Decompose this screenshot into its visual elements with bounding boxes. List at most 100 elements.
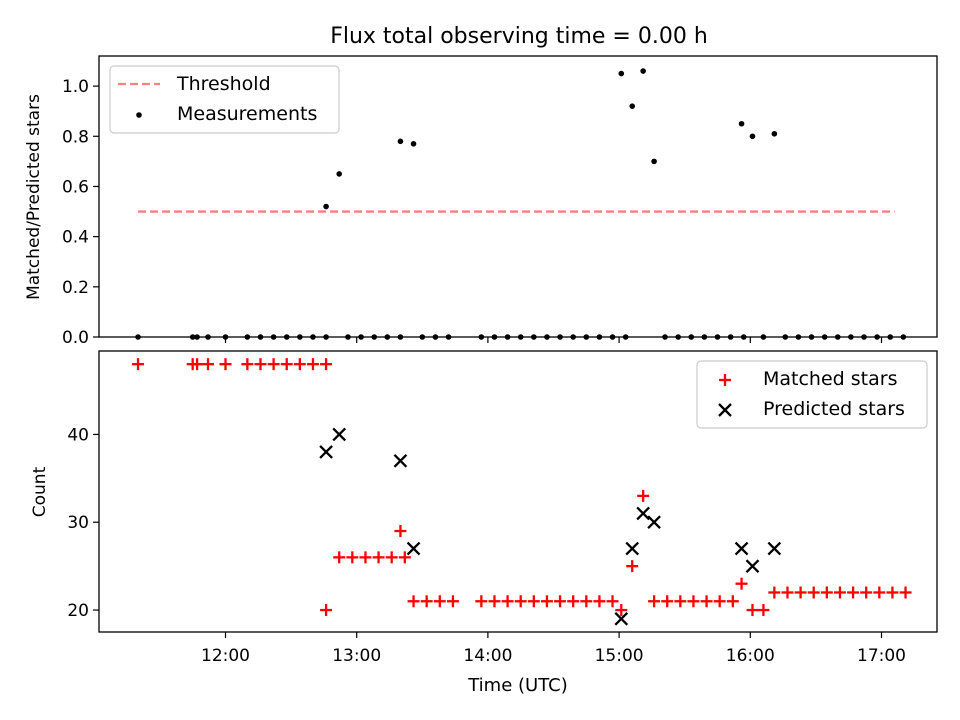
top-y-tick-label: 0.2 <box>62 278 89 298</box>
matched-star-point <box>886 586 899 599</box>
matched-star-point <box>359 551 372 564</box>
measurement-point <box>629 103 636 109</box>
matched-star-point <box>807 586 820 599</box>
matched-star-point <box>191 358 204 371</box>
matched-star-point <box>735 577 748 590</box>
matched-star-point <box>757 604 770 617</box>
matched-star-point <box>593 595 606 608</box>
matched-star-point <box>320 358 333 371</box>
matched-star-point <box>700 595 713 608</box>
top-y-tick-label: 0.4 <box>62 228 89 248</box>
measurement-point <box>749 133 756 140</box>
matched-star-point <box>661 595 674 608</box>
matched-star-point <box>398 551 411 564</box>
matched-star-point <box>746 604 759 617</box>
predicted-star-point <box>332 427 347 442</box>
predicted-star-stroke <box>734 541 749 556</box>
predicted-star-point <box>319 445 333 459</box>
predicted-star-stroke <box>393 453 408 468</box>
predicted-star-point <box>614 612 629 626</box>
measurement-point <box>618 70 625 77</box>
bottom-y-tick-label: 30 <box>67 513 89 533</box>
matched-star-point <box>488 595 501 608</box>
measurement-point <box>651 158 657 165</box>
matched-star-point <box>554 595 567 608</box>
bottom-x-tick-label: 15:00 <box>595 646 644 666</box>
matched-star-point <box>293 358 306 371</box>
predicted-legend-label: Predicted stars <box>763 398 905 420</box>
predicted-star-stroke <box>319 445 333 459</box>
matched-star-point <box>372 551 385 564</box>
matched-star-point <box>219 358 232 371</box>
matched-star-point <box>540 595 553 608</box>
matched-star-point <box>674 595 687 608</box>
predicted-star-stroke <box>745 559 760 573</box>
predicted-star-stroke <box>406 541 421 556</box>
measurement-point <box>738 120 745 127</box>
top-panel: Flux total observing time = 0.00 h 0.0 0.… <box>24 24 938 348</box>
top-y-tick-label: 0.0 <box>62 328 89 348</box>
matched-star-point <box>781 586 794 599</box>
matched-star-point <box>346 551 359 564</box>
bottom-x-tick-label: 17:00 <box>857 646 906 666</box>
top-y-axis-label: Matched/Predicted stars <box>24 94 44 300</box>
threshold-legend-label: Threshold <box>176 73 271 95</box>
predicted-star-stroke <box>614 612 629 626</box>
matched-legend-label: Matched stars <box>763 368 897 390</box>
predicted-star-stroke <box>647 515 661 530</box>
matched-star-point <box>860 586 873 599</box>
bottom-x-tick-label: 16:00 <box>726 646 775 666</box>
measurement-point <box>640 68 646 74</box>
matched-star-point <box>333 551 346 564</box>
measurements-legend-label: Measurements <box>177 103 317 125</box>
bottom-y-tick-label: 40 <box>67 425 89 445</box>
matched-star-point <box>241 358 254 371</box>
measurements-legend-marker <box>136 112 142 118</box>
bottom-y-tick-label: 20 <box>67 601 89 621</box>
matched-star-point <box>820 586 833 599</box>
matched-star-point <box>394 525 407 538</box>
predicted-star-stroke <box>767 541 782 556</box>
matched-star-point <box>606 595 619 608</box>
predicted-star-point <box>767 541 782 556</box>
matched-star-point <box>306 358 319 371</box>
predicted-star-stroke <box>625 541 640 556</box>
top-legend: Threshold Measurements <box>109 65 340 134</box>
measurement-point <box>771 130 778 137</box>
bottom-x-axis-label: Time (UTC) <box>467 675 568 696</box>
measurement-point <box>397 138 404 145</box>
predicted-star-point <box>625 541 640 556</box>
measurement-point <box>336 171 343 177</box>
matched-star-point <box>433 595 446 608</box>
predicted-legend-marker <box>718 403 732 417</box>
bottom-axes-frame <box>98 350 938 633</box>
top-title: Flux total observing time = 0.00 h <box>330 24 708 49</box>
matched-star-point <box>254 358 267 371</box>
top-y-tick-label: 0.8 <box>62 127 89 147</box>
matched-star-point <box>514 595 527 608</box>
matched-star-point <box>420 595 433 608</box>
matched-star-point <box>648 595 661 608</box>
matched-star-point <box>527 595 540 608</box>
matched-star-point <box>475 595 488 608</box>
matched-star-point <box>687 595 700 608</box>
matched-star-point <box>873 586 886 599</box>
bottom-x-tick-label: 13:00 <box>332 646 381 666</box>
predicted-star-point <box>406 541 421 556</box>
top-axes-frame <box>98 55 938 338</box>
matched-star-point <box>833 586 846 599</box>
bottom-x-tick-label: 12:00 <box>201 646 250 666</box>
matched-star-point <box>847 586 860 599</box>
matched-star-point <box>320 604 333 617</box>
top-y-tick-label: 0.6 <box>62 177 89 197</box>
bottom-panel: 20 30 40 12:00 13:00 14:00 15:00 16:00 17:00 Cou… <box>30 350 938 696</box>
bottom-legend-box <box>696 360 928 429</box>
matched-star-point <box>267 358 280 371</box>
predicted-star-stroke <box>332 427 347 442</box>
matched-legend-marker <box>719 374 731 386</box>
matched-star-point <box>446 595 459 608</box>
matched-star-point <box>407 595 420 608</box>
matched-star-point <box>726 595 739 608</box>
matched-star-point <box>794 586 807 599</box>
